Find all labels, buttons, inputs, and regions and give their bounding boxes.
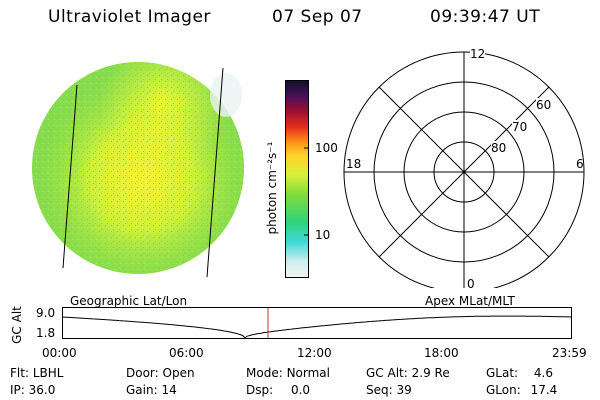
status-mode-value: Normal: [286, 366, 330, 380]
orbit-ylabel: GC Alt: [10, 306, 24, 344]
colorbar: [285, 80, 309, 278]
status-glon: GLon: 17.4: [486, 383, 557, 397]
meridian-line-left: [62, 84, 78, 269]
disk-noise: [32, 62, 244, 274]
orbit-xtick-1: 06:00: [169, 346, 204, 360]
status-gain: Gain: 14: [126, 383, 177, 397]
polar-mlt-18: 18: [346, 157, 362, 171]
app-title: Ultraviolet Imager: [48, 7, 211, 27]
status-gcalt: GC Alt: 2.9 Re: [366, 366, 450, 380]
orbit-plot: [62, 307, 572, 339]
status-glat: GLat: 4.6: [486, 366, 553, 380]
status-ip-label: IP:: [10, 383, 25, 397]
polar-lat-70: 70: [512, 120, 528, 134]
colorbar-label-10: 10: [315, 228, 331, 242]
orbit-xtick-0: 00:00: [42, 346, 77, 360]
status-glon-label: GLon:: [486, 383, 521, 397]
status-ip-value: 36.0: [28, 383, 56, 397]
colorbar-unit-label: photon cm⁻²s⁻¹: [265, 141, 279, 235]
status-door-value: Open: [162, 366, 195, 380]
status-gcalt-label: GC Alt:: [366, 366, 408, 380]
colorbar-label-100: 100: [315, 141, 338, 155]
orbit-ymax: 9.0: [36, 306, 56, 320]
polar-lat-80: 80: [491, 141, 507, 155]
polar-diagonal-2: [378, 86, 550, 258]
colorbar-gradient: [285, 80, 309, 278]
orbit-ymin: 1.8: [36, 326, 56, 340]
status-dsp: Dsp: 0.0: [246, 383, 310, 397]
orbit-altitude-curve: [62, 315, 572, 339]
status-gain-value: 14: [161, 383, 177, 397]
status-door: Door: Open: [126, 366, 195, 380]
polar-mlt-0: 0: [467, 277, 475, 291]
polar-mlt-12: 12: [470, 47, 486, 61]
polar-mlt-6: 6: [576, 157, 584, 171]
status-mode: Mode: Normal: [246, 366, 330, 380]
status-glat-label: GLat:: [486, 366, 519, 380]
status-dsp-label: Dsp:: [246, 383, 274, 397]
status-gcalt-value: 2.9 Re: [411, 366, 450, 380]
status-flt-label: Flt:: [10, 366, 29, 380]
header-date: 07 Sep 07: [272, 7, 363, 27]
orbit-xtick-2: 12:00: [297, 346, 332, 360]
caption-apex: Apex MLat/MLT: [425, 294, 515, 308]
status-door-label: Door:: [126, 366, 159, 380]
polar-grid: [343, 51, 585, 288]
status-seq-label: Seq:: [366, 383, 393, 397]
status-flt-value: LBHL: [32, 366, 64, 380]
status-ip: IP: 36.0: [10, 383, 55, 397]
header-time: 09:39:47 UT: [430, 7, 541, 27]
polar-lat-60: 60: [536, 98, 552, 112]
orbit-xtick-3: 18:00: [424, 346, 459, 360]
status-gain-label: Gain:: [126, 383, 158, 397]
status-seq: Seq: 39: [366, 383, 412, 397]
disk-limb-glare: [210, 73, 242, 117]
meridian-line-right: [206, 67, 224, 278]
orbit-xtick-4: 23:59: [552, 346, 587, 360]
orbit-plot-frame: [62, 307, 572, 339]
uv-image-disk: [32, 62, 244, 278]
status-glon-value: 17.4: [530, 383, 558, 397]
status-seq-value: 39: [396, 383, 412, 397]
status-mode-label: Mode:: [246, 366, 283, 380]
status-glat-value: 4.6: [533, 366, 554, 380]
status-dsp-value: 0.0: [290, 383, 311, 397]
caption-geographic: Geographic Lat/Lon: [70, 294, 188, 308]
status-flt: Flt: LBHL: [10, 366, 63, 380]
